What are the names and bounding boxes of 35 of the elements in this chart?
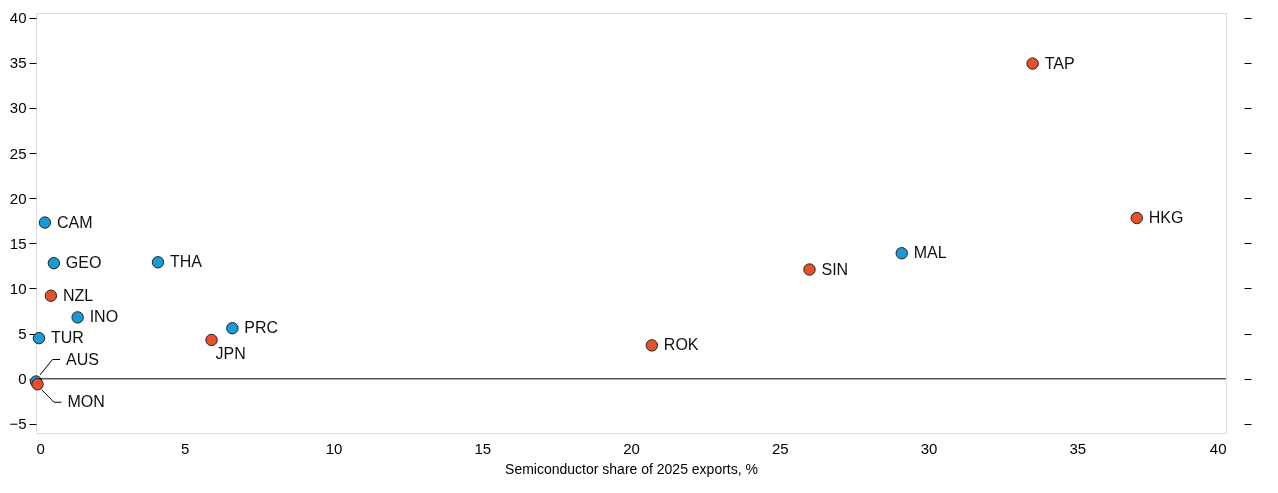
annotation: INO <box>89 308 119 326</box>
annotation: MON <box>67 393 105 411</box>
annotation: MAL <box>913 244 947 262</box>
y-tick-label: 20 <box>9 189 27 207</box>
y-tick-label: −5 <box>9 415 27 433</box>
x-axis-title: Semiconductor share of 2025 exports, % <box>505 460 758 477</box>
y-tick-label: 40 <box>9 9 27 27</box>
x-tick-label: 5 <box>181 439 190 457</box>
annotation: SIN <box>821 260 849 278</box>
annotation: JPN <box>215 344 246 362</box>
x-tick-label: 20 <box>623 439 640 457</box>
y-tick-label: 5 <box>18 325 27 343</box>
y-tick-label: 25 <box>9 144 27 162</box>
x-tick-label: 25 <box>771 439 789 457</box>
annotation: PRC <box>244 319 279 337</box>
y-tick-label: 10 <box>9 279 27 297</box>
annotation: TUR <box>50 329 84 347</box>
y-tick-label: 15 <box>9 234 27 252</box>
x-tick-label: 0 <box>36 439 45 457</box>
x-tick-label: 10 <box>325 439 343 457</box>
annotation: THA <box>169 253 203 271</box>
y-tick-label: 0 <box>18 370 27 388</box>
annotation: GEO <box>65 254 102 272</box>
x-tick-label: 40 <box>1209 439 1227 457</box>
x-tick-label: 30 <box>920 439 938 457</box>
annotation: HKG <box>1148 209 1184 227</box>
annotation: ROK <box>663 336 699 354</box>
y-tick-label: 35 <box>9 54 27 72</box>
y-tick-label: 30 <box>9 99 27 117</box>
annotation: CAM <box>56 213 93 231</box>
annotation: NZL <box>62 286 94 304</box>
annotation: TAP <box>1044 54 1075 72</box>
annotation: AUS <box>66 350 99 368</box>
x-tick-label: 35 <box>1069 439 1087 457</box>
x-tick-label: 15 <box>474 439 492 457</box>
